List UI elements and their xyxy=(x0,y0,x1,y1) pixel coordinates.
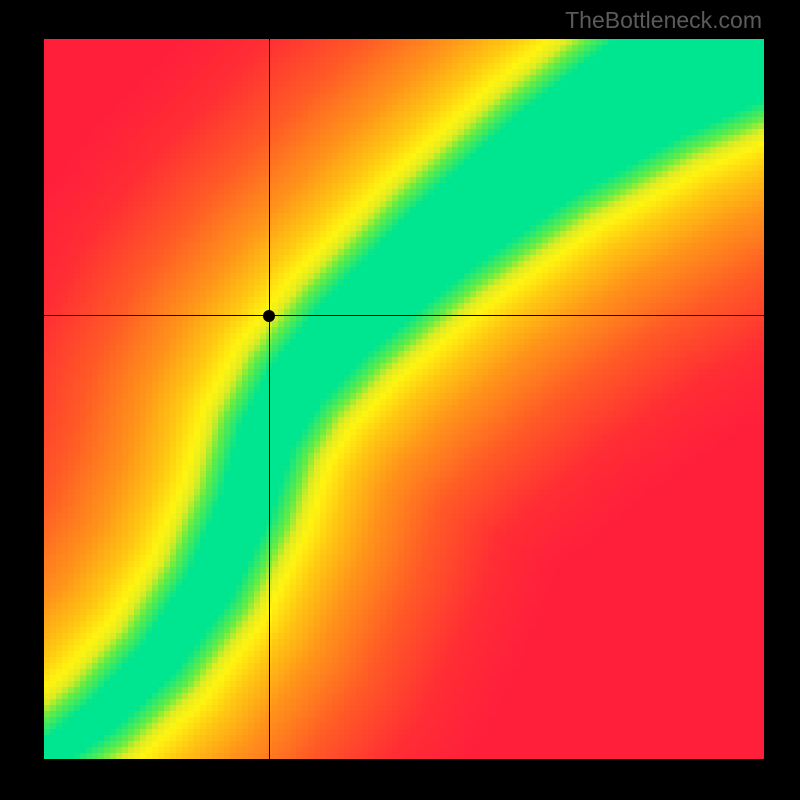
heatmap-plot xyxy=(44,39,764,759)
heatmap-canvas xyxy=(44,39,764,759)
crosshair-horizontal xyxy=(44,315,764,316)
watermark-text: TheBottleneck.com xyxy=(565,7,762,34)
data-point-marker xyxy=(263,310,275,322)
crosshair-vertical xyxy=(269,39,270,759)
